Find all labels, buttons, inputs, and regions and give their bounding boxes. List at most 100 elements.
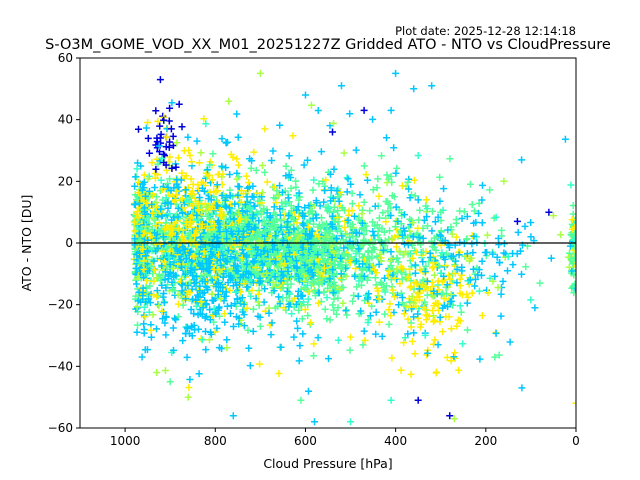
scatter-point: [235, 183, 243, 191]
scatter-point: [517, 247, 524, 255]
scatter-point: [158, 281, 166, 289]
scatter-point: [156, 122, 164, 130]
scatter-point: [154, 117, 162, 125]
scatter-point: [139, 186, 146, 194]
scatter-point: [397, 366, 405, 374]
scatter-point: [336, 240, 344, 248]
scatter-point: [285, 303, 293, 311]
scatter-point: [270, 183, 278, 191]
scatter-point: [252, 166, 260, 174]
scatter-point: [387, 212, 395, 219]
scatter-point: [369, 262, 377, 270]
scatter-point: [165, 253, 173, 261]
scatter-point: [254, 290, 262, 298]
scatter-point: [203, 284, 211, 292]
scatter-point: [312, 211, 320, 219]
scatter-point: [364, 176, 371, 184]
scatter-point: [300, 298, 308, 306]
scatter-point: [275, 370, 283, 377]
scatter-point: [223, 258, 231, 266]
scatter-point: [186, 248, 194, 256]
scatter-point: [266, 255, 274, 263]
scatter-point: [139, 295, 147, 303]
scatter-point: [221, 310, 228, 318]
scatter-point: [234, 191, 242, 199]
scatter-point: [304, 235, 312, 243]
scatter-point: [233, 175, 241, 183]
scatter-point: [152, 107, 160, 115]
scatter-point: [366, 267, 374, 275]
scatter-point: [459, 340, 467, 348]
scatter-point: [372, 308, 380, 316]
scatter-point: [283, 287, 291, 295]
scatter-point: [238, 246, 246, 254]
scatter-point: [445, 244, 453, 251]
scatter-point: [265, 217, 273, 225]
scatter-point: [160, 150, 168, 158]
scatter-point: [140, 303, 148, 311]
scatter-point: [304, 312, 312, 320]
scatter-point: [277, 277, 285, 285]
scatter-point: [206, 257, 214, 265]
scatter-point: [150, 266, 158, 274]
scatter-point: [277, 267, 285, 275]
scatter-point: [241, 201, 249, 208]
scatter-point: [166, 210, 174, 218]
scatter-point: [465, 280, 473, 288]
scatter-point: [213, 181, 221, 189]
scatter-point: [293, 219, 301, 227]
scatter-point: [149, 311, 157, 319]
scatter-point: [308, 210, 316, 217]
scatter-point: [229, 153, 237, 161]
scatter-point: [279, 272, 287, 280]
scatter-point: [379, 246, 387, 254]
scatter-point: [341, 224, 349, 231]
scatter-point: [187, 175, 195, 183]
scatter-point: [149, 209, 157, 217]
scatter-point: [292, 273, 300, 281]
scatter-point: [414, 152, 422, 159]
scatter-point: [240, 300, 248, 308]
scatter-point: [256, 69, 264, 77]
scatter-point: [572, 399, 576, 407]
scatter-point: [397, 289, 405, 297]
scatter-point: [531, 304, 539, 312]
scatter-point: [206, 316, 214, 324]
scatter-point: [198, 336, 206, 344]
scatter-point: [387, 276, 395, 284]
scatter-point: [155, 142, 163, 150]
scatter-point: [518, 270, 525, 278]
x-tick-label: 200: [474, 434, 497, 448]
scatter-point: [148, 159, 156, 167]
scatter-point: [424, 349, 432, 357]
scatter-point: [244, 269, 252, 277]
scatter-point: [431, 336, 439, 344]
scatter-point: [270, 203, 278, 211]
scatter-point: [245, 220, 253, 228]
scatter-point: [223, 336, 231, 344]
scatter-point: [343, 174, 351, 182]
scatter-point: [169, 269, 177, 277]
scatter-point: [158, 212, 165, 220]
scatter-point: [305, 387, 312, 395]
scatter-point: [360, 106, 368, 114]
scatter-point: [171, 196, 179, 204]
scatter-point: [232, 288, 240, 296]
scatter-point: [561, 135, 569, 143]
scatter-point: [138, 353, 146, 361]
scatter-point: [430, 318, 437, 326]
scatter-point: [189, 252, 197, 260]
scatter-point: [219, 284, 227, 291]
scatter-point: [416, 206, 424, 214]
scatter-point: [188, 158, 195, 166]
scatter-point: [337, 254, 345, 262]
y-tick-label: 0: [65, 236, 73, 250]
scatter-point: [303, 242, 311, 250]
scatter-point: [549, 212, 557, 220]
scatter-point: [340, 149, 348, 157]
scatter-point: [219, 170, 227, 178]
scatter-point: [338, 204, 346, 212]
scatter-point: [370, 232, 378, 239]
scatter-point: [140, 178, 148, 186]
scatter-point: [414, 238, 422, 246]
